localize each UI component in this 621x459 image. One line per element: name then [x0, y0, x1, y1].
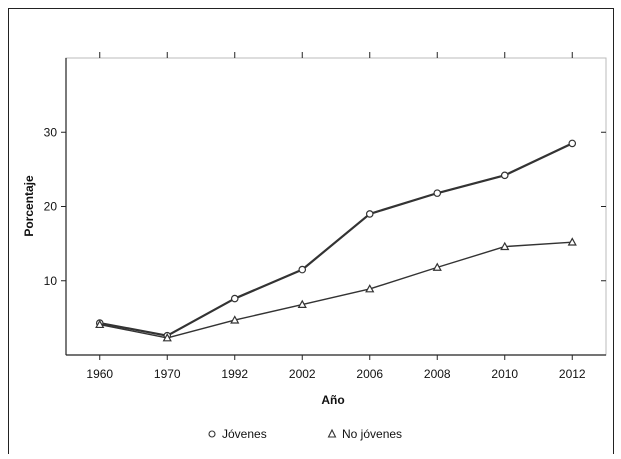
y-tick-label: 30: [44, 125, 58, 139]
data-point-triangle: [432, 262, 442, 271]
series-line-1: [99, 241, 573, 339]
figure-frame: [8, 8, 614, 454]
x-tick-label: 1960: [86, 367, 113, 381]
data-point-triangle: [297, 299, 307, 308]
data-point-circle: [230, 294, 239, 303]
x-tick-label: 1970: [154, 367, 181, 381]
series-layer: [95, 139, 577, 342]
data-point-triangle: [567, 237, 577, 246]
x-tick-label: 2006: [356, 367, 383, 381]
y-axis-label: Porcentaje: [22, 175, 36, 237]
data-point-circle: [500, 171, 509, 180]
x-tick-label: 2008: [424, 367, 451, 381]
legend-triangle-marker: [327, 428, 337, 438]
series-line-0: [99, 142, 573, 337]
legend: Jóvenes No jóvenes: [208, 427, 402, 441]
legend-label: Jóvenes: [222, 427, 267, 441]
plot-border: [65, 57, 607, 356]
x-tick-label: 2002: [289, 367, 316, 381]
x-axis-label: Año: [321, 393, 344, 407]
x-tick-label: 2010: [491, 367, 518, 381]
data-point-circle: [433, 189, 442, 197]
y-tick-label: 20: [44, 200, 58, 214]
axes: 10 20 30 1960 1970 1992 2002 2006 2008 2010 2012: [44, 52, 607, 381]
data-point-triangle: [95, 319, 105, 329]
data-point-triangle: [500, 241, 510, 251]
legend-label: No jóvenes: [342, 427, 402, 441]
legend-circle-marker: [208, 430, 216, 438]
data-point-triangle: [230, 315, 240, 324]
y-tick-label: 10: [44, 274, 58, 288]
x-tick-label: 2012: [559, 367, 586, 381]
data-point-circle: [568, 139, 577, 148]
data-point-triangle: [365, 284, 375, 293]
data-point-triangle: [162, 333, 172, 342]
data-point-circle: [365, 210, 374, 218]
x-tick-label: 1992: [221, 367, 248, 381]
data-point-circle: [298, 265, 307, 274]
